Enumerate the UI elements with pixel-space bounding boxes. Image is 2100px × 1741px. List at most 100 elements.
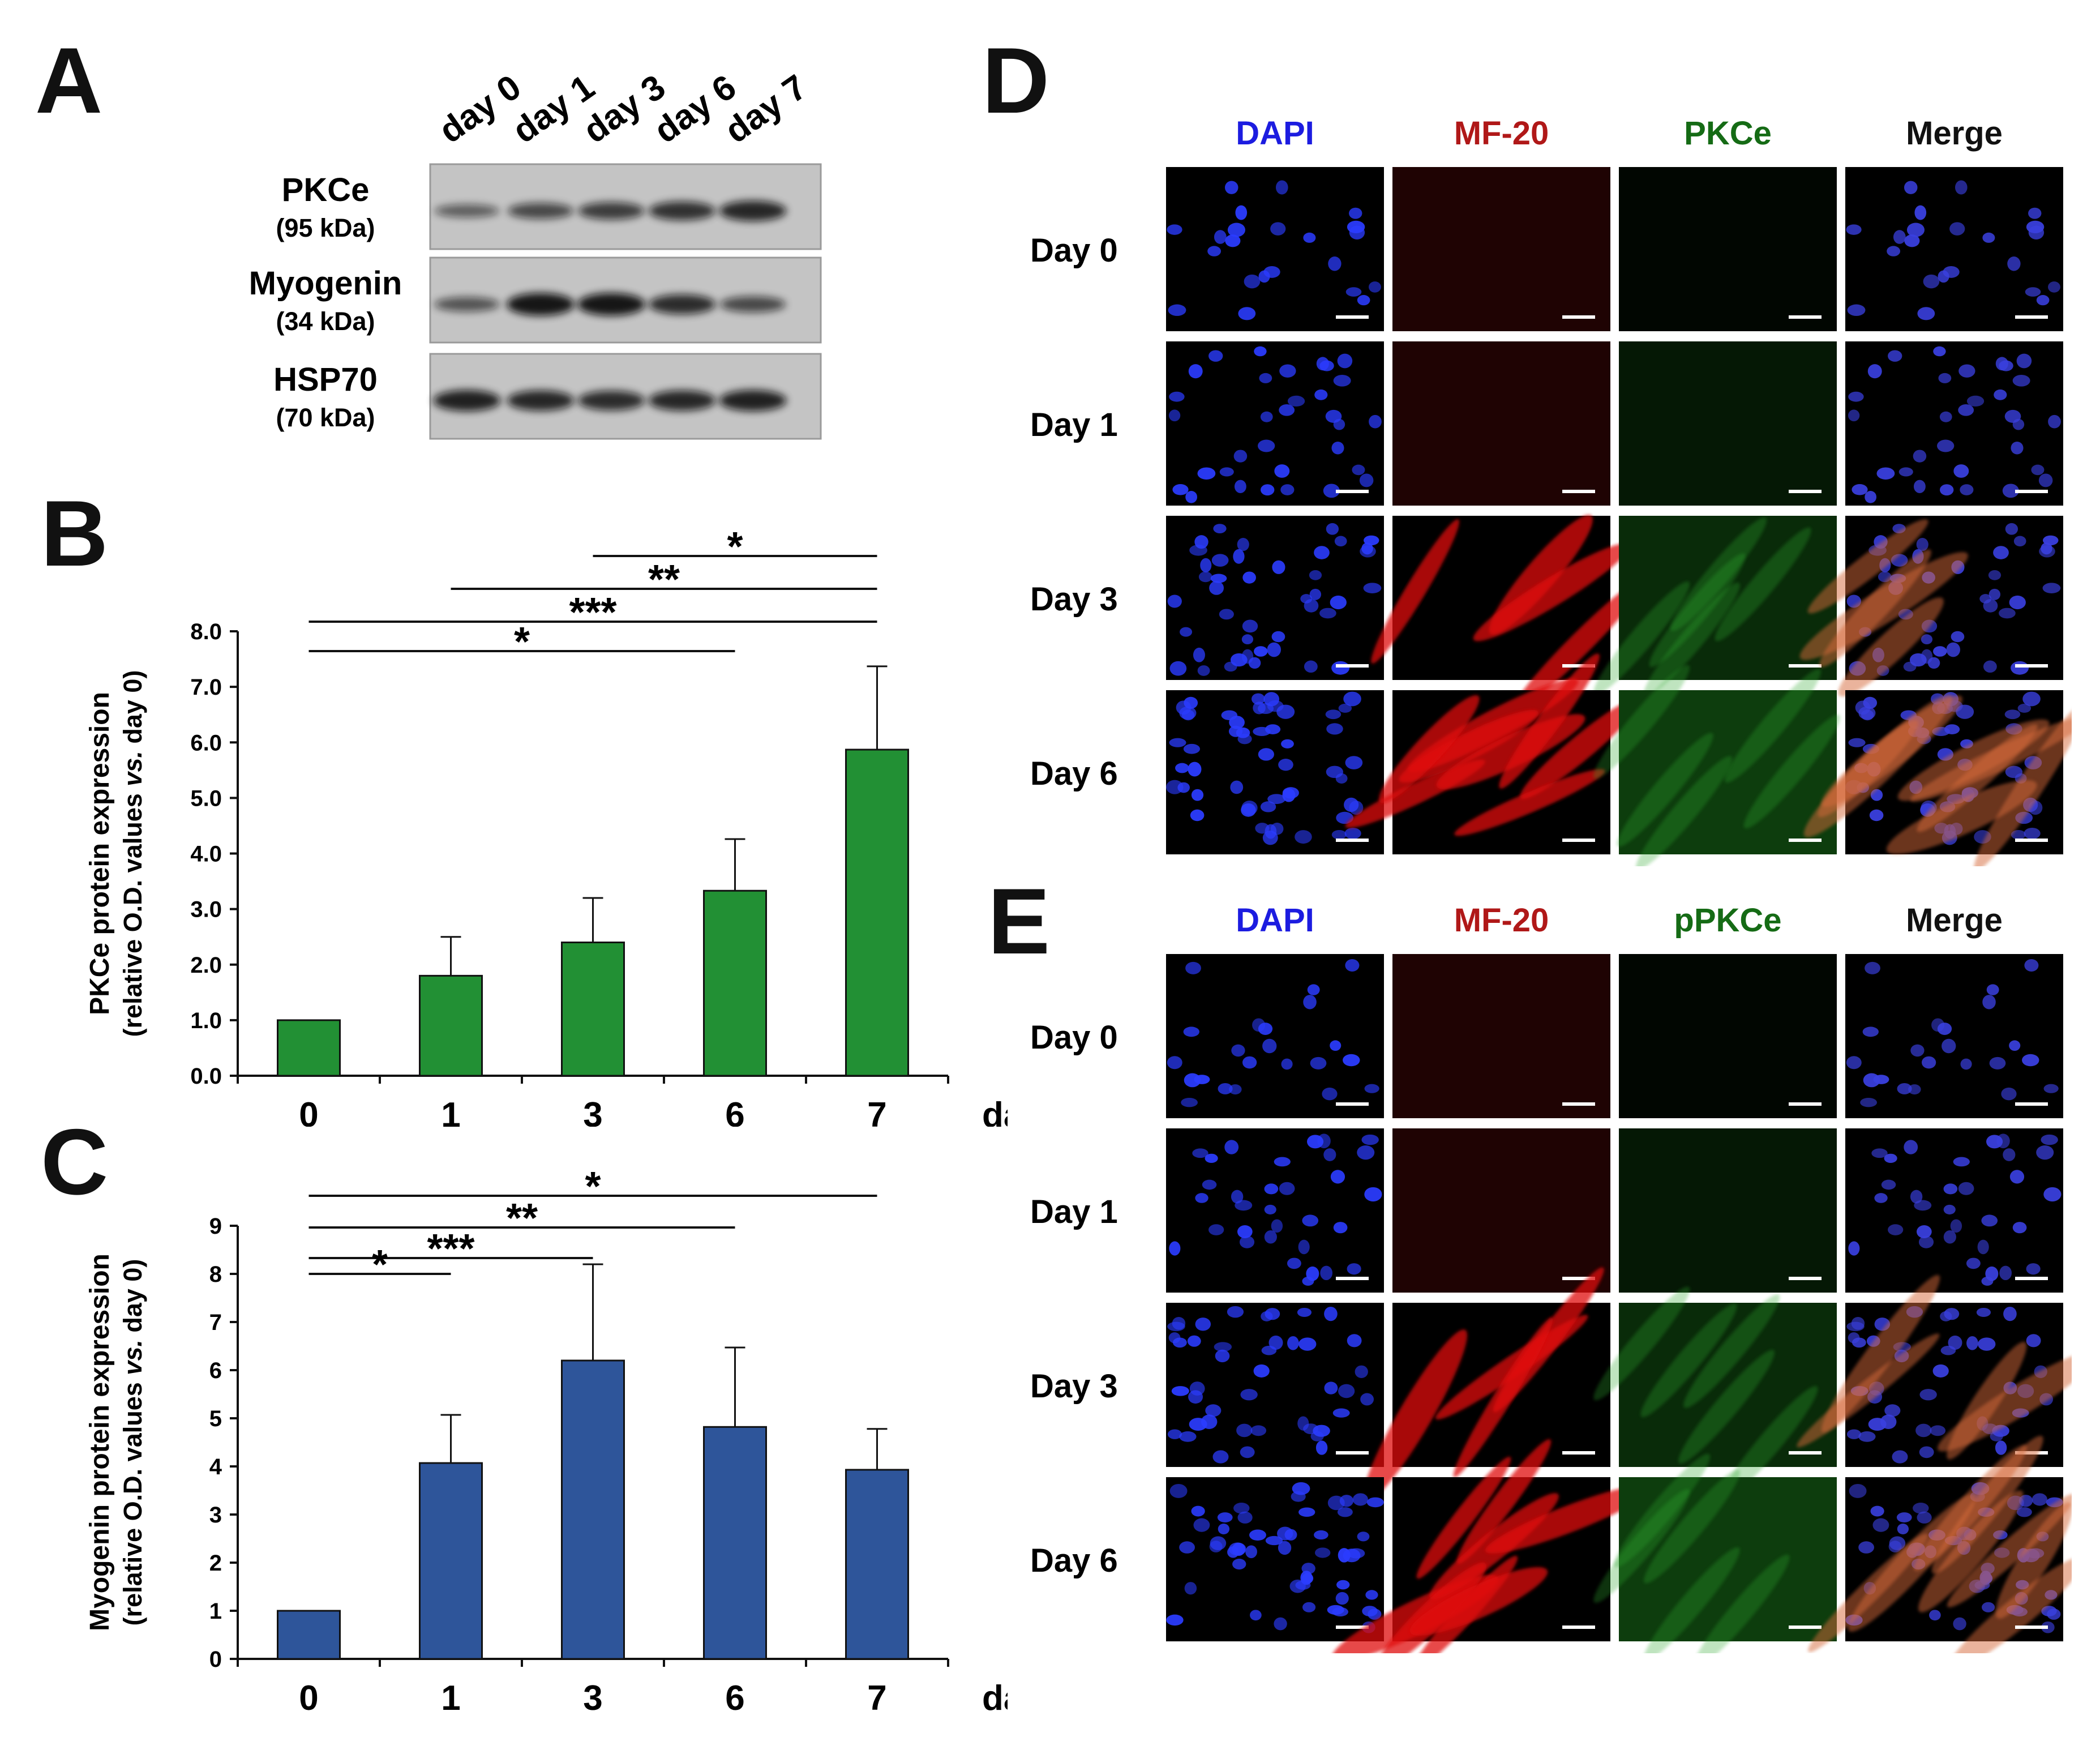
nucleus [1249, 1529, 1266, 1541]
scale-bar [1336, 664, 1369, 668]
nucleus [1946, 642, 1960, 657]
y-tick-label: 7 [209, 1310, 222, 1335]
nucleus [1167, 594, 1182, 608]
y-tick-label: 4 [209, 1455, 222, 1479]
micrograph-row-label: Day 0 [1030, 1019, 1118, 1056]
nucleus [1200, 558, 1212, 572]
myotube [1799, 552, 1968, 660]
nucleus [2043, 1084, 2059, 1093]
blot-band [433, 390, 501, 412]
micrograph-column-header: DAPI [1236, 902, 1314, 939]
nucleus [1191, 1505, 1205, 1517]
nucleus [1345, 287, 1362, 297]
nucleus [1253, 1364, 1270, 1378]
nucleus [1881, 1179, 1896, 1190]
myotube [1520, 697, 1642, 799]
nucleus [1352, 464, 1365, 476]
nucleus [1904, 234, 1920, 247]
nucleus [1224, 661, 1237, 672]
scale-bar [1336, 839, 1369, 842]
nucleus [2031, 464, 2045, 476]
nucleus [1846, 1429, 1862, 1439]
nucleus [1298, 1507, 1315, 1517]
myotube [1416, 1456, 1511, 1579]
nucleus [1898, 467, 1913, 477]
scale-bar [1562, 1277, 1595, 1280]
nucleus [1224, 181, 1238, 194]
nucleus [1274, 1617, 1287, 1631]
scale-bar [1789, 490, 1822, 493]
myotube [1363, 1329, 1468, 1502]
nucleus [1241, 803, 1256, 817]
nucleus [1214, 1342, 1232, 1352]
nucleus [1208, 350, 1223, 362]
nucleus [1888, 1541, 1902, 1552]
nucleus [1933, 646, 1947, 657]
nucleus [1315, 1440, 1328, 1455]
nucleus [1874, 1193, 1888, 1203]
nucleus [1219, 467, 1234, 477]
myotube [1838, 597, 1944, 697]
nucleus [1884, 1153, 1897, 1163]
nucleus [2011, 830, 2026, 840]
blot-lane-label: day 6 [647, 67, 743, 151]
micrograph-tile [1845, 1128, 2063, 1293]
nucleus [1896, 1512, 1912, 1522]
nucleus [1858, 706, 1876, 720]
nucleus [1999, 1265, 2012, 1281]
nucleus [2017, 703, 2032, 713]
bar [419, 1462, 483, 1660]
x-tick-label: 3 [583, 1096, 602, 1127]
nucleus [2012, 418, 2025, 430]
green-fiber [1743, 715, 1840, 829]
nucleus [1282, 787, 1299, 799]
nucleus [1279, 1182, 1295, 1195]
nucleus [1345, 959, 1360, 972]
nucleus [1195, 1193, 1208, 1203]
myotube [1917, 724, 2038, 832]
nucleus [1366, 1497, 1384, 1508]
nucleus [1983, 660, 1997, 673]
nucleus [2012, 1222, 2027, 1234]
scale-bar [1789, 839, 1822, 842]
y-axis-label-line2: (relative O.D. values vs. day 0) [118, 670, 147, 1037]
nucleus [1338, 703, 1352, 713]
myotube [1918, 1490, 2024, 1612]
nucleus [1988, 570, 2002, 580]
nucleus [1265, 824, 1277, 839]
nucleus [1337, 353, 1353, 369]
nucleus [2024, 827, 2041, 840]
nucleus [1953, 1617, 1966, 1631]
y-tick-label: 2 [209, 1551, 222, 1576]
nucleus [1981, 1276, 1994, 1286]
panel-label-a: A [35, 28, 103, 132]
bar [419, 974, 483, 1077]
micrograph-background [1845, 954, 2063, 1118]
nucleus [1897, 1083, 1912, 1094]
green-fiber [1693, 1554, 1790, 1653]
y-axis-label-italic: vs. [118, 1340, 147, 1375]
nucleus [1278, 1541, 1292, 1555]
nucleus [1167, 224, 1182, 235]
y-axis-label-line1: Myogenin protein expression [85, 1254, 115, 1631]
micrograph-background [1392, 341, 1610, 506]
nucleus [1865, 491, 1877, 503]
nucleus [1848, 409, 1860, 422]
y-axis-label-part: day 0) [118, 1259, 147, 1340]
nucleus [1261, 1311, 1273, 1321]
blot-protein-weight: (34 kDa) [276, 307, 375, 336]
significance-stars: * [372, 1242, 388, 1287]
nucleus [2043, 1187, 2062, 1202]
nucleus [1892, 1450, 1908, 1464]
nucleus [2022, 1054, 2039, 1067]
nucleus [1331, 661, 1350, 675]
micrograph-column-header: pPKCe [1674, 902, 1781, 939]
nucleus [1960, 484, 1974, 495]
bar [703, 889, 767, 1077]
nucleus [1360, 1393, 1374, 1406]
green-fiber [1617, 733, 1713, 847]
nucleus [1316, 357, 1329, 371]
scale-bar [1562, 1625, 1595, 1629]
nucleus [1304, 660, 1318, 673]
scale-bar [1789, 1277, 1822, 1280]
